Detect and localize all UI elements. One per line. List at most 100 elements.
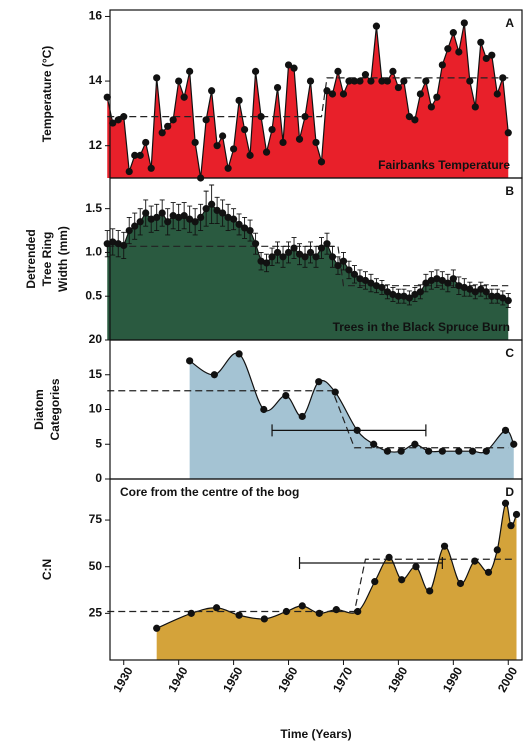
data-point: [383, 288, 392, 296]
data-point: [389, 67, 397, 75]
panel-note: Core from the centre of the bog: [120, 485, 299, 499]
data-point: [240, 224, 249, 232]
mean-line: [107, 558, 514, 613]
data-point: [169, 116, 177, 124]
data-point: [284, 248, 293, 257]
data-point: [353, 426, 361, 434]
data-point: [328, 253, 337, 261]
data-point: [427, 276, 435, 285]
data-point: [482, 54, 490, 63]
data-point: [142, 209, 150, 217]
x-tick-label: 1990: [440, 664, 466, 694]
data-point: [471, 103, 479, 111]
data-point: [191, 218, 199, 226]
y-tick-label: 0.5: [85, 288, 102, 302]
y-axis-label: Categories: [48, 378, 62, 440]
data-point: [411, 290, 419, 299]
x-tick-label: 1960: [275, 664, 301, 694]
data-point: [477, 285, 485, 293]
data-point: [109, 238, 117, 246]
data-point: [493, 292, 501, 300]
data-point: [356, 77, 364, 85]
data-point: [499, 294, 507, 302]
data-point: [131, 151, 139, 159]
data-point: [235, 220, 243, 229]
data-point: [246, 151, 254, 159]
data-point: [438, 61, 446, 69]
y-axis-label: Width (mm): [56, 226, 70, 292]
data-point: [444, 45, 452, 53]
y-axis-label: Tree Ring: [40, 232, 54, 287]
data-point: [219, 209, 227, 217]
data-point: [504, 129, 512, 137]
data-point: [440, 542, 449, 550]
data-point: [136, 218, 144, 226]
y-tick-label: 14: [89, 73, 103, 87]
panel-label: C: [505, 346, 514, 360]
panel-note: Fairbanks Temperature: [378, 158, 510, 172]
data-point: [477, 38, 485, 46]
data-point: [153, 213, 161, 222]
data-point: [120, 113, 128, 121]
data-point: [224, 164, 232, 172]
data-point: [202, 116, 210, 124]
data-point: [438, 447, 446, 455]
mean-line: [107, 77, 509, 118]
data-point: [295, 135, 304, 143]
data-point: [235, 96, 243, 105]
data-point: [312, 253, 320, 261]
data-point: [317, 244, 326, 252]
data-point: [175, 77, 183, 85]
data-point: [142, 138, 150, 147]
data-point: [433, 275, 441, 283]
data-point: [433, 93, 441, 101]
y-tick-label: 12: [89, 138, 103, 152]
data-point: [202, 205, 210, 213]
data-point: [262, 259, 271, 267]
data-point: [361, 71, 370, 79]
data-point: [422, 279, 430, 287]
x-tick-label: 1950: [220, 664, 246, 694]
data-point: [405, 294, 413, 302]
data-point: [493, 546, 501, 554]
data-point: [331, 388, 339, 396]
y-tick-label: 16: [89, 9, 103, 23]
data-point: [103, 93, 111, 101]
data-point: [372, 22, 381, 30]
y-tick-label: 5: [95, 436, 102, 450]
data-point: [180, 212, 188, 220]
data-point: [482, 447, 490, 455]
data-point: [383, 447, 392, 455]
data-point: [315, 378, 323, 386]
x-tick-label: 1970: [330, 664, 356, 694]
data-point: [416, 90, 424, 98]
data-point: [260, 405, 268, 414]
data-point: [257, 257, 265, 265]
data-point: [251, 240, 260, 248]
data-point: [383, 77, 392, 85]
panel-label: B: [505, 184, 514, 198]
data-point: [339, 90, 348, 98]
data-point: [370, 440, 378, 448]
data-point: [317, 158, 326, 166]
data-point: [230, 215, 238, 223]
area-fill: [189, 353, 514, 479]
data-point: [323, 87, 331, 95]
data-point: [394, 292, 402, 300]
data-point: [385, 553, 393, 561]
data-point: [507, 522, 515, 530]
data-point: [164, 122, 172, 130]
data-point: [378, 283, 386, 292]
data-point: [290, 244, 298, 252]
data-point: [345, 77, 353, 85]
data-point: [455, 48, 463, 56]
data-point: [484, 568, 493, 576]
y-axis-label: Detrended: [24, 229, 38, 288]
data-point: [279, 138, 287, 147]
x-tick-label: 2000: [495, 664, 521, 694]
data-point: [186, 357, 194, 365]
data-point: [262, 148, 271, 156]
data-point: [153, 74, 161, 82]
data-point: [504, 296, 512, 305]
y-tick-label: 75: [89, 512, 103, 526]
